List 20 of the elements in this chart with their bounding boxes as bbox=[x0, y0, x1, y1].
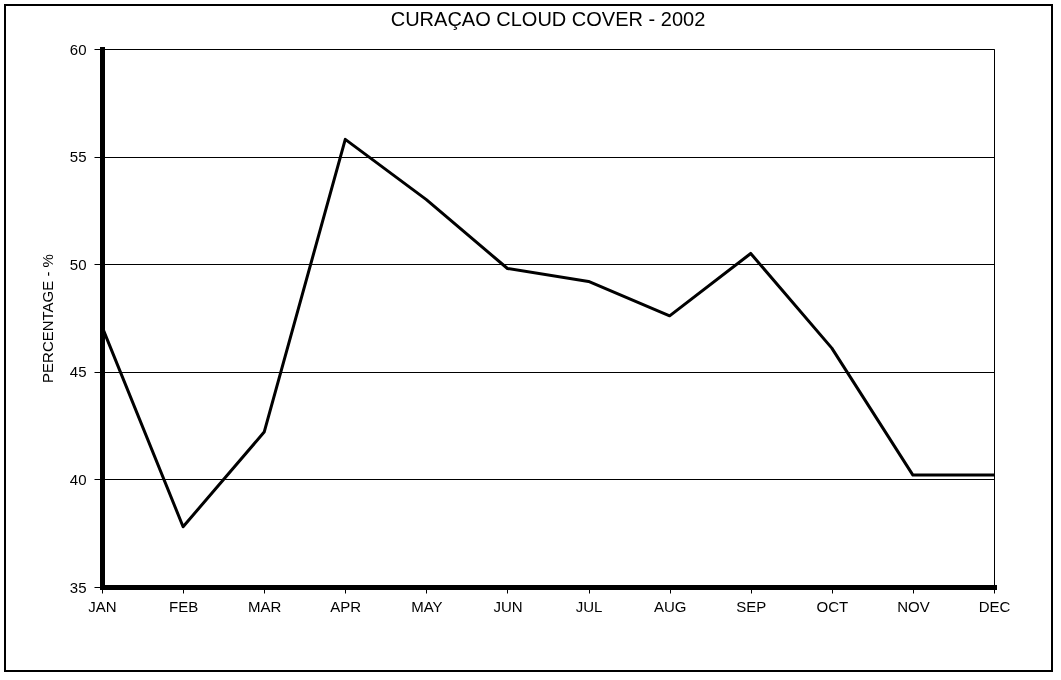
y-tick-label: 60 bbox=[69, 40, 87, 58]
x-tick-label: AUG bbox=[653, 597, 687, 615]
x-tick-label: JAN bbox=[88, 597, 117, 615]
x-tick-label: FEB bbox=[169, 597, 199, 615]
x-tick-label: MAY bbox=[411, 597, 443, 615]
x-tick-label: SEP bbox=[736, 597, 767, 615]
chart-title: CURAÇAO CLOUD COVER - 2002 bbox=[390, 8, 706, 30]
y-tick-label: 50 bbox=[69, 255, 87, 273]
y-tick-label: 35 bbox=[69, 578, 87, 596]
y-tick-label: 45 bbox=[69, 363, 87, 381]
x-tick-label: OCT bbox=[816, 597, 849, 615]
x-tick-label: JUL bbox=[575, 597, 603, 615]
y-tick-label: 40 bbox=[69, 470, 87, 488]
y-axis-title: PERCENTAGE - % bbox=[38, 254, 56, 383]
x-tick-label: JUN bbox=[493, 597, 523, 615]
y-tick-label: 55 bbox=[69, 148, 87, 166]
x-tick-label: NOV bbox=[897, 597, 930, 615]
x-tick-label: APR bbox=[330, 597, 362, 615]
x-tick-label: DEC bbox=[978, 597, 1011, 615]
x-tick-label: MAR bbox=[248, 597, 282, 615]
